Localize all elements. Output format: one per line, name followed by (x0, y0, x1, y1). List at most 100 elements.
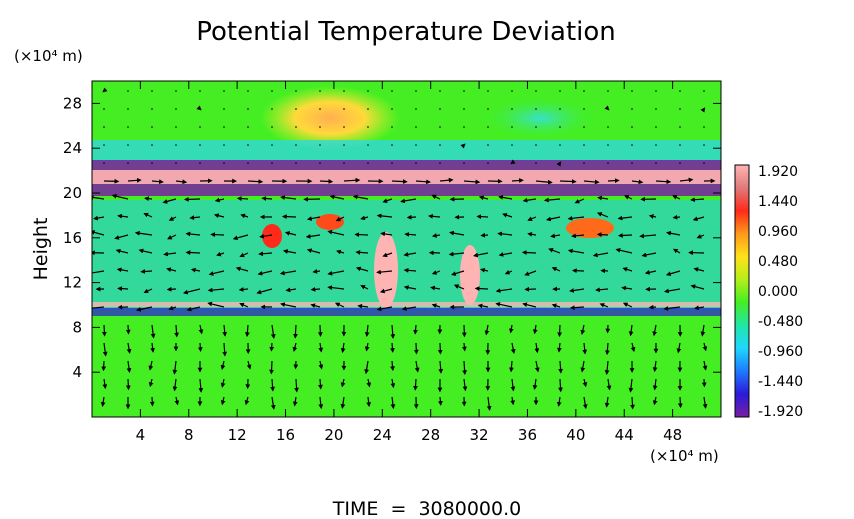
x-tick-label: 28 (421, 426, 440, 444)
vector-dot (343, 144, 345, 146)
wind-arrow (364, 324, 370, 338)
wind-arrow (282, 249, 297, 254)
wind-arrow (582, 378, 588, 388)
wind-arrow (486, 396, 492, 411)
wind-arrow (672, 195, 681, 200)
wind-arrow (462, 378, 468, 392)
vector-dot (679, 162, 681, 164)
wind-arrow (641, 252, 657, 258)
vector-dot (487, 162, 489, 164)
wind-arrow (207, 301, 225, 308)
wind-arrow (269, 342, 275, 352)
vector-dot (511, 126, 513, 128)
wind-arrow (101, 360, 107, 372)
wind-arrow (630, 342, 636, 353)
wind-arrow (672, 248, 681, 254)
wind-arrow (558, 360, 563, 374)
wind-arrow (207, 287, 225, 293)
wind-arrow (327, 285, 345, 291)
vector-dot (367, 144, 369, 146)
wind-arrow (168, 305, 177, 311)
wind-arrow (652, 378, 658, 391)
wind-arrow (102, 342, 108, 357)
wind-arrow (174, 396, 180, 406)
wind-arrow (473, 252, 489, 258)
wind-arrow (216, 251, 225, 257)
vector-dot (655, 126, 657, 128)
wind-arrow (281, 214, 297, 220)
wind-arrow (548, 248, 561, 254)
colorbar-label: 0.000 (758, 284, 798, 300)
wind-arrow (696, 234, 705, 239)
wind-arrow (318, 360, 324, 370)
wind-arrow (391, 179, 408, 184)
wind-arrow (672, 214, 681, 220)
vector-dot (295, 90, 297, 92)
wind-arrow (336, 249, 345, 255)
y-tick-label: 16 (63, 229, 82, 247)
vector-dot (319, 90, 321, 92)
wind-arrow (617, 215, 633, 221)
vector-dot (175, 108, 177, 110)
wind-arrow (556, 396, 562, 407)
wind-arrow (305, 233, 321, 239)
y-tick-label: 24 (63, 139, 82, 157)
wind-arrow (270, 324, 276, 340)
wind-arrow (448, 251, 465, 257)
wind-arrow (453, 284, 465, 290)
wind-arrow (93, 215, 105, 221)
vector-dot (223, 126, 225, 128)
vector-dot (271, 144, 273, 146)
cool-band-upper (92, 140, 721, 162)
wind-vectors (92, 87, 716, 411)
vector-dot (199, 126, 201, 128)
vector-dot (511, 108, 513, 110)
wind-arrow (312, 269, 321, 274)
vector-dot (103, 126, 105, 128)
wind-arrow (294, 378, 299, 393)
wind-arrow (476, 214, 489, 220)
vector-dot (511, 144, 513, 146)
vector-dot (559, 108, 561, 110)
vector-dot (199, 144, 201, 146)
x-tick-label: 8 (184, 426, 194, 444)
wind-arrow (702, 360, 708, 371)
x-unit-label: (×10⁴ m) (650, 447, 719, 465)
vector-dot (463, 108, 465, 110)
vector-dot (199, 90, 201, 92)
vector-dot (367, 126, 369, 128)
wind-arrow (256, 288, 273, 295)
wind-arrow (352, 194, 369, 200)
wind-arrow (220, 360, 226, 370)
wind-arrow (479, 267, 489, 273)
wind-arrow (380, 231, 393, 237)
wind-arrow (679, 177, 694, 183)
wind-arrow (366, 378, 372, 388)
wind-arrow (126, 360, 132, 374)
wind-arrow (259, 233, 273, 239)
vector-dot (655, 90, 657, 92)
wind-arrow (220, 378, 226, 388)
wind-arrow (355, 266, 369, 272)
vector-dot (511, 90, 513, 92)
wind-arrow (644, 270, 657, 275)
vector-dot (415, 144, 417, 146)
vector-dot (703, 126, 705, 128)
wind-arrow (244, 396, 250, 406)
wind-arrow (524, 270, 537, 276)
wind-arrow (693, 267, 705, 272)
vector-dot (199, 162, 201, 164)
wind-arrow (364, 342, 370, 352)
x-tick-label: 4 (136, 426, 146, 444)
wind-arrow (343, 177, 361, 183)
vector-dot (535, 162, 537, 164)
x-tick-label: 16 (276, 426, 295, 444)
wind-arrow (546, 216, 561, 222)
wind-arrow (527, 231, 537, 237)
x-axis: 4 8 12 16 20 24 28 32 36 40 44 48 (136, 81, 682, 444)
wind-arrow (595, 287, 609, 293)
wind-arrow (258, 251, 273, 257)
wind-arrow (535, 179, 553, 185)
vector-dot (247, 144, 249, 146)
